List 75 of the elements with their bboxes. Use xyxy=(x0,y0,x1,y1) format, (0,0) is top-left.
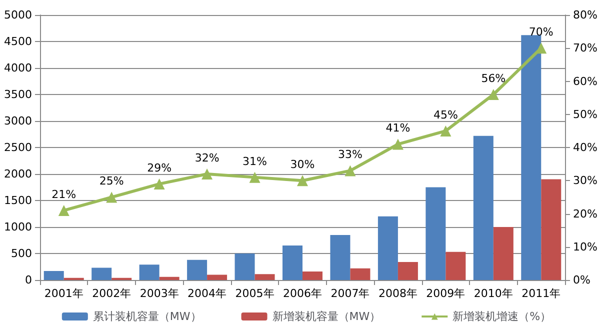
point xyxy=(249,172,260,183)
bar xyxy=(493,227,514,280)
point xyxy=(392,138,404,150)
point xyxy=(154,178,165,190)
y2-tick-label: 30% xyxy=(573,174,598,188)
data-label: 70% xyxy=(528,26,554,39)
x-tick-label: 2001年 xyxy=(44,287,84,300)
legend-label: 新增装机容量（MW） xyxy=(272,310,381,323)
y-tick-label: 3500 xyxy=(4,88,32,101)
x-tick-label: 2003年 xyxy=(140,287,179,300)
y2-tick-label: 40% xyxy=(573,141,598,154)
x-tick-label: 2006年 xyxy=(283,287,322,300)
data-label: 30% xyxy=(290,158,315,172)
x-tick-label: 2004年 xyxy=(188,287,227,300)
bar xyxy=(282,246,302,280)
y2-tick-label: 0% xyxy=(573,274,590,286)
y-tick-label: 2000 xyxy=(4,168,32,180)
bar xyxy=(187,260,208,280)
y-tick-label: 4000 xyxy=(4,62,32,74)
y2-tick-label: 50% xyxy=(573,108,598,121)
data-label: 31% xyxy=(242,154,267,168)
bar xyxy=(350,268,370,280)
bar xyxy=(330,234,350,280)
y-tick-label: 1500 xyxy=(4,194,32,207)
bar xyxy=(473,136,494,280)
bar xyxy=(446,252,466,280)
y-tick-label: 1000 xyxy=(4,220,32,234)
y2-tick-label: 70% xyxy=(573,42,598,55)
x-tick-label: 2005年 xyxy=(235,287,274,300)
y2-tick-label: 20% xyxy=(573,207,598,220)
point xyxy=(297,175,308,186)
point xyxy=(488,89,499,100)
point xyxy=(344,165,356,176)
data-label: 33% xyxy=(338,148,362,162)
y-tick-label: 4500 xyxy=(4,35,32,48)
data-label: 21% xyxy=(52,188,76,201)
legend-label: 累计装机容量（MW） xyxy=(92,310,202,323)
x-tick-label: 2008年 xyxy=(378,287,418,300)
legend-label: 新增装机增速（%） xyxy=(452,310,552,323)
point xyxy=(440,125,452,136)
bar xyxy=(378,216,398,280)
data-label: 41% xyxy=(386,122,410,135)
x-tick-label: 2002年 xyxy=(92,287,132,300)
point xyxy=(58,204,70,216)
bar xyxy=(159,276,180,280)
bar xyxy=(426,187,446,280)
data-label: 29% xyxy=(147,161,172,174)
bar xyxy=(541,179,562,280)
y-tick-label: 5000 xyxy=(4,8,32,22)
y2-tick-label: 80% xyxy=(573,8,598,22)
bar xyxy=(398,262,418,280)
x-tick-label: 2007年 xyxy=(330,287,370,300)
point xyxy=(106,192,118,203)
x-tick-label: 2011年 xyxy=(522,287,561,300)
x-tick-label: 2009年 xyxy=(426,287,466,300)
bar xyxy=(44,270,64,280)
bar xyxy=(139,264,160,280)
y-tick-label: 0 xyxy=(25,274,32,286)
bar xyxy=(92,268,112,280)
x-tick-label: 2010年 xyxy=(474,287,513,300)
y-tick-label: 500 xyxy=(11,247,32,260)
bar xyxy=(521,35,542,280)
y-tick-label: 2500 xyxy=(4,141,32,154)
y-tick-label: 3000 xyxy=(4,114,32,128)
bar xyxy=(302,272,322,280)
data-label: 45% xyxy=(433,108,458,122)
y2-tick-label: 10% xyxy=(573,240,598,254)
data-label: 32% xyxy=(194,152,220,164)
bar xyxy=(207,274,228,280)
bar xyxy=(254,274,275,280)
data-label: 25% xyxy=(99,174,124,188)
y2-tick-label: 60% xyxy=(573,74,598,88)
data-label: 56% xyxy=(481,72,506,85)
point xyxy=(202,168,213,180)
bar xyxy=(234,254,255,280)
